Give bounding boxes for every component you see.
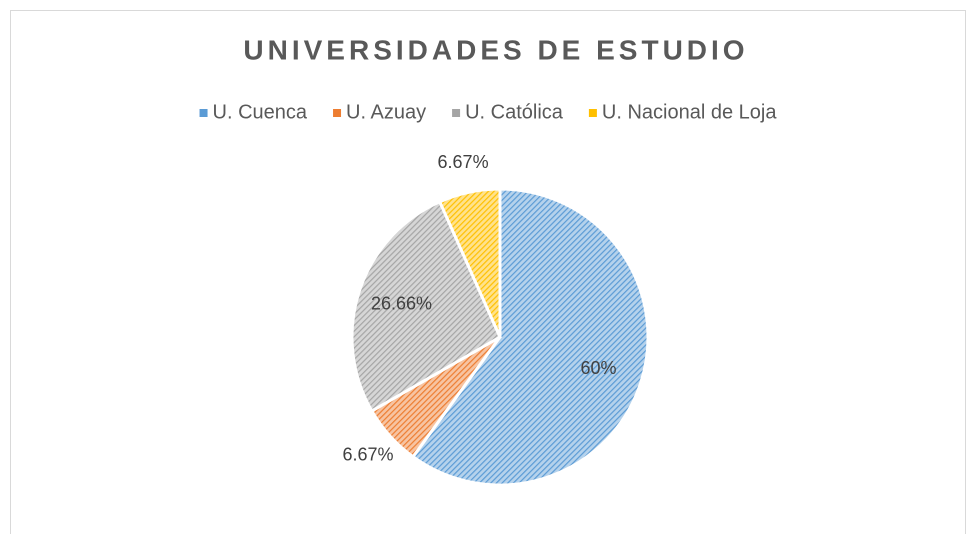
pie-slice — [410, 187, 650, 487]
data-label: 6.67% — [342, 445, 393, 465]
data-label: 26.66% — [371, 294, 432, 314]
legend-item: U. Azuay — [333, 101, 426, 123]
legend-item: U. Católica — [452, 101, 564, 123]
legend-item: U. Cuenca — [199, 101, 308, 123]
data-label: 60% — [581, 358, 617, 378]
legend-label: U. Nacional de Loja — [602, 101, 777, 123]
legend-label: U. Católica — [465, 101, 564, 123]
legend-marker — [588, 109, 597, 117]
legend-label: U. Azuay — [346, 101, 426, 123]
legend-item: U. Nacional de Loja — [588, 101, 777, 123]
legend-marker — [452, 109, 461, 117]
pie-slice — [437, 187, 502, 338]
chart-title: UNIVERSIDADES DE ESTUDIO — [243, 34, 748, 65]
legend-marker — [199, 109, 208, 117]
data-label: 6.67% — [438, 152, 489, 172]
legend-marker — [333, 109, 342, 117]
legend-label: U. Cuenca — [213, 101, 308, 123]
